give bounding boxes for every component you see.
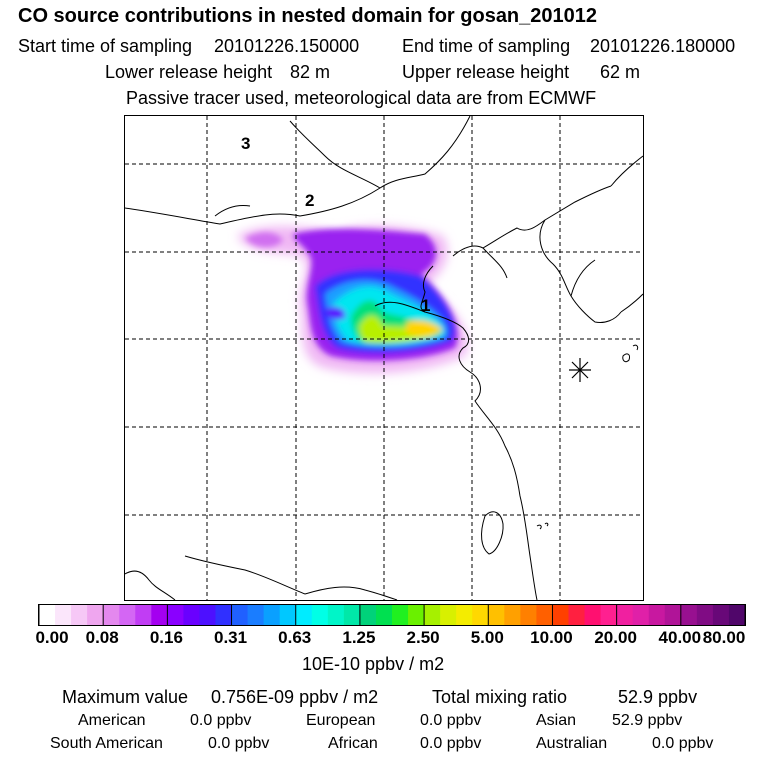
chart-title: CO source contributions in nested domain… xyxy=(18,5,598,27)
color-scale-tick-label: 0.00 xyxy=(35,628,69,647)
domain-label-2: 2 xyxy=(305,191,314,210)
total-mixing-value: 52.9 ppbv xyxy=(618,687,698,707)
color-swatch xyxy=(392,605,409,625)
color-swatch xyxy=(55,605,72,625)
lat-lon-grid xyxy=(125,116,643,600)
color-scale-tick-label: 0.31 xyxy=(213,628,248,647)
region-value: 0.0 ppbv xyxy=(208,735,270,752)
map-panel: 3 2 1 xyxy=(124,115,644,601)
color-swatch xyxy=(295,605,313,625)
color-scale-tick-label: 0.63 xyxy=(278,628,312,647)
color-swatch xyxy=(103,605,120,625)
map-canvas: 3 2 1 xyxy=(125,116,643,600)
color-scale-tick-label: 80.00 xyxy=(702,628,746,647)
region-name: Australian xyxy=(536,735,608,752)
color-scale-tick-label: 2.50 xyxy=(406,628,440,647)
total-mixing-label: Total mixing ratio xyxy=(432,687,568,707)
color-scale-tick-label: 40.00 xyxy=(658,628,702,647)
color-swatch xyxy=(71,605,88,625)
region-value: 0.0 ppbv xyxy=(420,735,482,752)
color-swatch xyxy=(504,605,521,625)
color-swatch xyxy=(167,605,185,625)
color-swatch xyxy=(712,605,730,625)
color-swatch xyxy=(456,605,473,625)
region-value: 52.9 ppbv xyxy=(612,712,683,729)
color-swatch xyxy=(552,605,570,625)
region-name: American xyxy=(78,712,146,729)
color-swatch xyxy=(151,605,168,625)
color-swatch xyxy=(680,605,698,625)
color-swatch xyxy=(279,605,297,625)
upper-height-value: 62 m xyxy=(600,62,641,82)
color-swatch xyxy=(648,605,666,625)
color-scale-tick-label: 5.00 xyxy=(470,628,504,647)
max-value-label: Maximum value xyxy=(62,687,189,707)
end-time-label: End time of sampling xyxy=(402,36,571,56)
color-swatch xyxy=(247,605,265,625)
asterisk-icon xyxy=(569,358,591,382)
color-swatch xyxy=(408,605,425,625)
color-swatch xyxy=(616,605,634,625)
color-swatch xyxy=(375,605,393,625)
region-name: African xyxy=(328,735,378,752)
region-value: 0.0 ppbv xyxy=(190,712,252,729)
color-swatch xyxy=(440,605,457,625)
color-swatch xyxy=(215,605,233,625)
coastlines xyxy=(125,116,643,600)
lower-height-label: Lower release height xyxy=(105,62,273,82)
domain-label-3: 3 xyxy=(241,134,250,153)
color-swatch xyxy=(472,605,489,625)
color-scale-tick-label: 0.08 xyxy=(85,628,119,647)
color-swatch xyxy=(728,605,745,625)
color-swatch xyxy=(600,605,618,625)
color-swatch xyxy=(343,605,361,625)
region-name: South American xyxy=(50,735,163,752)
lower-height-value: 82 m xyxy=(290,62,331,82)
color-swatch xyxy=(87,605,104,625)
color-scale-unit: 10E-10 ppbv / m2 xyxy=(302,654,445,674)
region-name: European xyxy=(306,712,376,729)
color-swatch xyxy=(488,605,505,625)
tracer-note: Passive tracer used, meteorological data… xyxy=(126,88,597,108)
color-scale-tick-label: 20.00 xyxy=(594,628,637,647)
region-name: Asian xyxy=(536,712,577,729)
max-value: 0.756E-09 ppbv / m2 xyxy=(211,687,379,707)
color-swatch xyxy=(263,605,281,625)
region-value: 0.0 ppbv xyxy=(420,712,482,729)
color-swatch xyxy=(632,605,650,625)
color-swatch xyxy=(359,605,377,625)
color-swatch xyxy=(424,605,441,625)
color-swatch xyxy=(327,605,345,625)
color-swatch xyxy=(39,605,56,625)
concentration-plume xyxy=(237,225,468,374)
color-swatch xyxy=(311,605,329,625)
color-swatch xyxy=(183,605,201,625)
upper-height-label: Upper release height xyxy=(402,62,570,82)
color-swatch xyxy=(231,605,249,625)
start-time-value: 20101226.150000 xyxy=(214,36,360,56)
region-value: 0.0 ppbv xyxy=(652,735,714,752)
color-swatch xyxy=(568,605,586,625)
color-swatch xyxy=(696,605,714,625)
start-time-label: Start time of sampling xyxy=(18,36,193,56)
color-swatch xyxy=(135,605,152,625)
color-swatch xyxy=(584,605,602,625)
color-scale-tick-label: 1.25 xyxy=(342,628,376,647)
color-swatch xyxy=(664,605,682,625)
color-scale-tick-label: 10.00 xyxy=(530,628,573,647)
color-swatch xyxy=(536,605,554,625)
end-time-value: 20101226.180000 xyxy=(590,36,736,56)
color-scale-tick-label: 0.16 xyxy=(149,628,183,647)
color-scale xyxy=(39,605,745,625)
domain-label-1: 1 xyxy=(421,296,430,315)
color-scale-bar xyxy=(38,604,746,626)
color-swatch xyxy=(520,605,538,625)
color-swatch xyxy=(119,605,136,625)
color-swatch xyxy=(199,605,217,625)
